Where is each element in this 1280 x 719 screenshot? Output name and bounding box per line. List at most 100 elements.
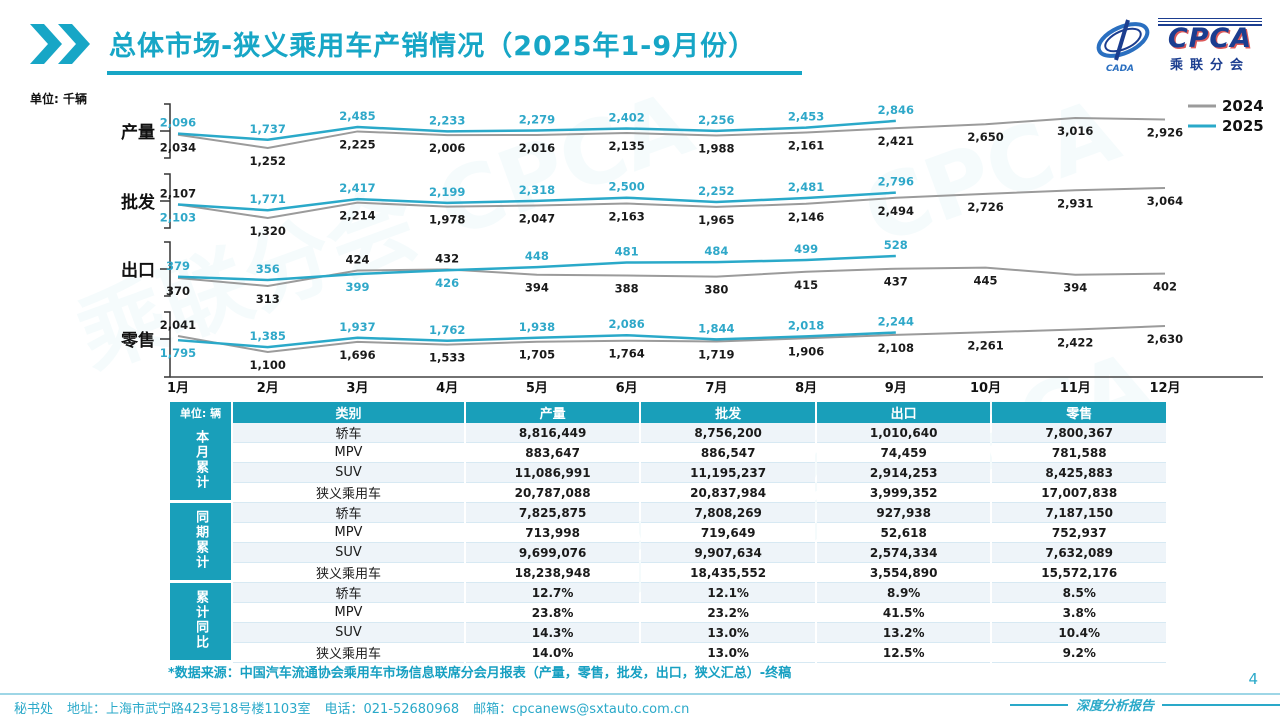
value-label-2024: 2,108 [878,341,914,355]
month-tick-label: 1月 [167,381,189,396]
group-label-本月累计: 本月累计 [170,423,232,503]
value-label-2025: 1,737 [250,122,286,136]
data-source-note: *数据来源：中国汽车流通协会乘用车市场信息联席分会月报表（产量，零售，批发，出口… [168,666,792,681]
value-label-2025: 2,485 [339,109,375,123]
value-label-2025: 1,937 [339,320,375,334]
value-label-2024: 415 [794,278,818,292]
value-label-2025: 2,096 [160,116,196,130]
value-label-2024: 394 [1063,281,1087,295]
value-label-2024: 313 [256,292,280,306]
value-cell: 17,007,838 [992,483,1166,503]
table-row: MPV 23.8% 23.2% 41.5% 3.8% [170,603,1166,623]
value-label-2025: 2,500 [608,180,644,194]
table-row: SUV 9,699,076 9,907,634 2,574,334 7,632,089 [170,543,1166,563]
value-label-2024: 2,016 [519,141,555,155]
month-tick-label: 8月 [795,381,817,396]
monthly-trend-charts: 产量 2,096 2,034 1,737 1,252 2,485 2,225 2,233 2,0… [120,97,1264,396]
value-label-2025: 379 [166,259,190,273]
value-cell: 14.0% [465,643,640,663]
divider-line [1009,703,1068,706]
value-cell: 781,588 [992,443,1166,463]
category-cell: 狭义乘用车 [233,563,464,583]
category-cell: MPV [233,443,464,463]
category-cell: SUV [233,623,464,643]
line-2024 [177,116,1166,150]
value-cell: 713,998 [465,523,640,543]
value-label-2024: 380 [704,283,728,297]
group-label-累计同比: 累计同比 [170,583,232,663]
contact-segment: 邮箱：cpcanews@sxtauto.com.cn [473,701,690,717]
value-cell: 41.5% [816,603,991,623]
value-cell: 52,618 [816,523,991,543]
category-cell: 狭义乘用车 [233,483,464,503]
table-row: MPV 713,998 719,649 52,618 752,937 [170,523,1166,543]
value-label-2025: 2,252 [698,184,734,198]
value-cell: 74,459 [816,443,991,463]
legend-label-2024: 2024 [1222,97,1264,115]
value-cell: 12.7% [465,583,640,603]
value-cell: 7,800,367 [992,423,1166,443]
table-row: SUV 11,086,991 11,195,237 2,914,253 8,425,88… [170,463,1166,483]
value-label-2024: 1,100 [250,358,286,372]
value-label-2024: 2,261 [967,338,1003,352]
page-number: 4 [1248,670,1258,688]
table-row: 狭义乘用车 20,787,088 20,837,984 3,999,352 17,007… [170,483,1166,503]
value-label-2024: 437 [884,275,908,289]
line-2025 [177,119,896,142]
column-header-类别: 类别 [233,402,464,423]
value-label-2024: 2,726 [967,200,1003,214]
value-cell: 883,647 [465,443,640,463]
cada-text: CADA [1106,64,1134,74]
value-label-2024: 445 [974,274,998,288]
value-label-2024: 1,705 [519,348,555,362]
line-2025 [177,254,896,282]
category-cell: 轿车 [233,503,464,523]
value-cell: 2,914,253 [816,463,991,483]
value-cell: 7,808,269 [641,503,815,523]
value-label-2024: 2,650 [967,130,1003,144]
value-label-2024: 370 [166,284,190,298]
month-tick-label: 5月 [526,381,548,396]
value-label-2024: 2,214 [339,209,375,223]
value-cell: 927,938 [816,503,991,523]
value-cell: 12.5% [816,643,991,663]
report-type-label: 深度分析报告 [1002,695,1280,714]
value-cell: 12.1% [641,583,815,603]
value-label-2025: 528 [884,238,908,252]
value-label-2024: 2,225 [339,137,375,151]
table-unit-cell: 单位: 辆 [170,402,232,423]
chart-row-label: 产量 [121,122,155,143]
value-label-2024: 424 [345,253,369,267]
value-label-2025: 2,318 [519,183,555,197]
line-2025 [177,191,896,212]
cpca-logo-icon: CADA [1096,19,1150,74]
value-cell: 10.4% [992,623,1166,643]
value-label-2024: 1,252 [250,154,286,168]
month-tick-label: 6月 [616,381,638,396]
column-header-批发: 批发 [641,402,815,423]
table-row: 狭义乘用车 14.0% 13.0% 12.5% 9.2% [170,643,1166,663]
value-cell: 18,238,948 [465,563,640,583]
value-cell: 13.0% [641,643,815,663]
row-axis-bracket [160,241,171,297]
month-tick-label: 3月 [346,381,368,396]
category-cell: SUV [233,463,464,483]
row-axis-bracket [160,311,171,378]
value-cell: 23.8% [465,603,640,623]
value-label-2024: 2,161 [788,139,824,153]
column-header-零售: 零售 [992,402,1166,423]
table-row: 累计同比 轿车 12.7% 12.1% 8.9% 8.5% [170,583,1166,663]
month-tick-label: 12月 [1149,381,1180,396]
value-label-2025: 2,233 [429,113,465,127]
category-cell: MPV [233,603,464,623]
value-cell: 11,086,991 [465,463,640,483]
month-tick-label: 4月 [436,381,458,396]
value-label-2024: 388 [615,282,639,296]
value-cell: 8,756,200 [641,423,815,443]
value-label-2024: 2,931 [1057,196,1093,210]
value-cell: 3.8% [992,603,1166,623]
divider-line [1162,703,1280,706]
value-label-2025: 2,103 [160,211,196,225]
value-label-2025: 1,795 [160,346,196,360]
value-cell: 1,010,640 [816,423,991,443]
